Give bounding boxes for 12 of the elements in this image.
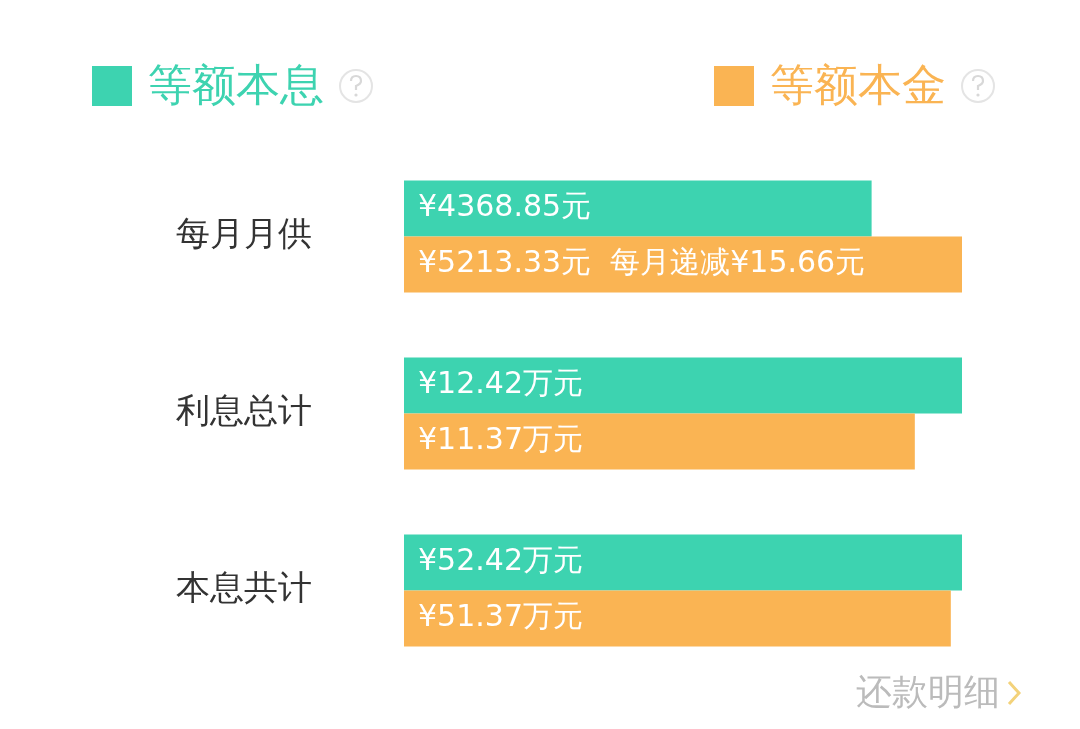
y-tick-label: 本息共计 bbox=[176, 567, 312, 608]
annotation: 还款明细 bbox=[856, 670, 1000, 714]
legend-label: 等额本息 bbox=[148, 58, 324, 112]
data-label: ¥5213.33元 每月递减¥15.66元 bbox=[418, 244, 866, 280]
data-label: ¥12.42万元 bbox=[418, 365, 583, 401]
y-tick-label: 利息总计 bbox=[176, 390, 312, 431]
data-label: ¥51.37万元 bbox=[418, 598, 583, 634]
legend-label: 等额本金 bbox=[770, 58, 946, 112]
data-label: ¥11.37万元 bbox=[418, 421, 583, 457]
data-label: ¥4368.85元 bbox=[418, 188, 592, 224]
data-label: ¥52.42万元 bbox=[418, 542, 583, 578]
y-tick-label: 每月月供 bbox=[176, 213, 312, 254]
